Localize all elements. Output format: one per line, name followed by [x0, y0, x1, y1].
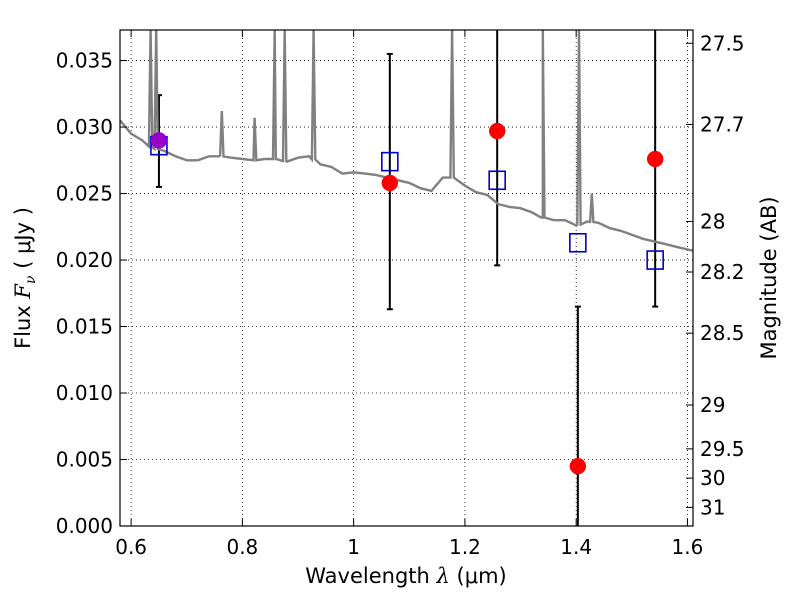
x-tick-label: 1.4	[560, 535, 592, 559]
y2-axis-title: Magnitude (AB)	[757, 196, 781, 359]
model-photometry-point	[381, 151, 399, 172]
y2-tick-label: 31	[700, 495, 725, 519]
x-tick-label: 1.2	[449, 535, 481, 559]
y-tick-label: 0.015	[56, 315, 113, 339]
y2-tick-label: 27.5	[700, 31, 745, 55]
observed-photometry-point	[150, 132, 168, 149]
observed-photometry-point	[381, 174, 399, 192]
y2-tick-label: 29	[700, 393, 725, 417]
y2-tick-label: 28.2	[700, 260, 745, 284]
spectrum-line	[120, 30, 693, 252]
y2-tick-label: 30	[700, 466, 725, 490]
y2-tick-label: 28	[700, 209, 725, 233]
observed-photometry-point	[488, 122, 506, 140]
model-photometry-point	[646, 250, 664, 270]
y-tick-label: 0.030	[56, 115, 113, 139]
y-tick-label: 0.010	[56, 381, 113, 405]
x-tick-label: 1	[347, 535, 360, 559]
y2-tick-label: 27.7	[700, 112, 745, 136]
x-axis: 0.6 0.8 1 1.2 1.4 1.6	[115, 30, 703, 559]
y-tick-label: 0.000	[56, 514, 113, 538]
y-axis-title: Flux Fν ( μJy )	[11, 207, 39, 349]
y-tick-label: 0.025	[56, 182, 113, 206]
observed-photometry-markers	[150, 122, 664, 475]
observed-photometry-point	[569, 457, 587, 475]
spectrum	[120, 30, 693, 252]
y2-tick-label: 29.5	[700, 437, 745, 461]
plot-frame	[119, 29, 694, 527]
y2-tick-label: 28.5	[700, 321, 745, 345]
x-tick-label: 0.6	[115, 535, 147, 559]
x-tick-label: 1.6	[672, 535, 704, 559]
y-tick-label: 0.035	[56, 49, 113, 73]
grid-lines	[120, 30, 693, 527]
x-tick-label: 0.8	[226, 535, 258, 559]
y-tick-label: 0.020	[56, 248, 113, 272]
x-axis-title: Wavelength λ (μm)	[305, 564, 506, 588]
model-photometry-point	[488, 170, 506, 191]
y-axis: 0.000 0.005 0.010 0.015 0.020 0.025 0.030 0.035	[56, 49, 127, 538]
y2-axis: 27.5 27.7 28 28.2 28.5 29 29.5 30 31	[686, 31, 745, 519]
observed-photometry-point	[646, 150, 664, 168]
y-tick-label: 0.005	[56, 448, 113, 472]
error-bars	[155, 30, 659, 526]
model-photometry-point	[569, 232, 587, 253]
